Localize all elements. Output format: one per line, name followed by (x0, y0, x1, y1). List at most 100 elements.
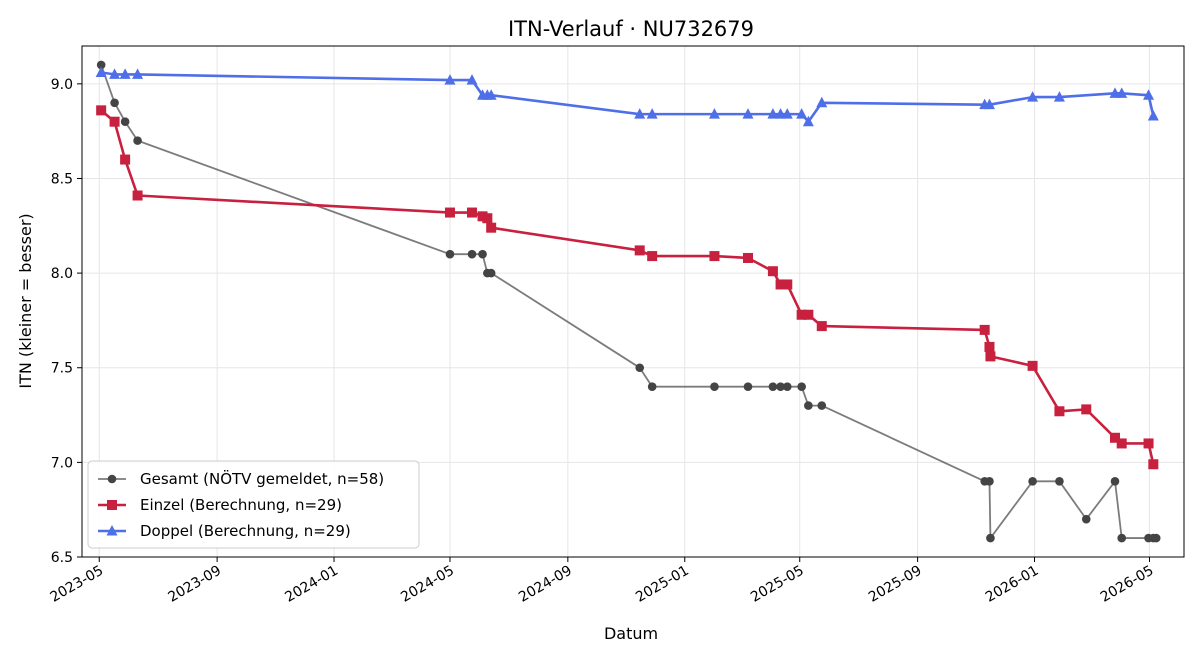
data-point (775, 279, 786, 290)
data-point (119, 68, 131, 79)
data-point (133, 136, 142, 145)
x-tick-label: 2025-05 (748, 563, 807, 606)
legend: Gesamt (NÖTV gemeldet, n=58) Einzel (Bere… (87, 460, 420, 549)
data-point (710, 382, 719, 391)
data-point (467, 249, 477, 259)
data-point (1027, 91, 1039, 102)
data-point (1053, 91, 1065, 102)
series-line (100, 109, 1155, 465)
data-point (979, 324, 990, 335)
data-point (782, 279, 793, 290)
data-point (984, 341, 995, 352)
data-point (106, 525, 118, 536)
data-point (486, 268, 496, 278)
data-point (96, 60, 106, 70)
legend-box (87, 460, 420, 549)
data-point (776, 382, 785, 391)
x-tick-label: 2024-05 (398, 563, 457, 606)
data-point (985, 351, 996, 362)
data-point (708, 108, 720, 119)
data-point (635, 363, 645, 373)
data-point (816, 321, 827, 332)
data-point (1028, 476, 1037, 486)
data-point (646, 108, 658, 119)
y-tick-label: 8.0 (51, 266, 73, 282)
data-point (96, 105, 107, 116)
data-point (983, 98, 995, 110)
y-tick-label: 8.5 (51, 171, 73, 187)
data-point (120, 154, 131, 165)
x-tick-label: 2026-01 (983, 563, 1042, 606)
data-point (107, 474, 117, 484)
data-point (647, 251, 658, 262)
plot-area (95, 60, 1161, 543)
y-tick-label: 7.0 (51, 455, 73, 471)
data-point (767, 108, 779, 119)
data-point (803, 309, 814, 320)
data-point (1116, 438, 1127, 449)
chart-title: ITN-Verlauf · NU732679 (508, 17, 754, 41)
data-point (485, 89, 497, 100)
legend-label: Doppel (Berechnung, n=29) (140, 522, 351, 540)
data-point (110, 98, 119, 108)
data-point (767, 266, 778, 277)
data-point (1143, 89, 1155, 100)
x-axis-label: Datum (604, 624, 658, 643)
x-tick-label: 2025-01 (633, 563, 692, 606)
data-point (1110, 432, 1121, 443)
data-point (804, 401, 813, 410)
data-point (647, 382, 657, 391)
y-axis-label: ITN (kleiner = besser) (16, 213, 35, 388)
data-point (797, 382, 806, 391)
x-tick-label: 2024-09 (516, 563, 575, 606)
data-point (1148, 459, 1159, 470)
data-point (985, 476, 994, 486)
data-point (986, 533, 995, 543)
data-point (1151, 533, 1161, 543)
series-2 (96, 105, 1159, 470)
y-tick-label: 9.0 (51, 77, 73, 93)
data-point (1054, 406, 1065, 417)
data-point (107, 500, 117, 510)
data-point (482, 213, 493, 224)
x-tick-label: 2026-05 (1098, 563, 1157, 606)
data-point (742, 252, 753, 263)
data-point (796, 108, 808, 119)
legend-label: Gesamt (NÖTV gemeldet, n=58) (140, 469, 384, 488)
data-point (444, 74, 456, 85)
data-point (743, 382, 753, 391)
data-point (796, 309, 807, 320)
data-point (1055, 476, 1064, 486)
data-point (782, 382, 792, 391)
data-point (132, 68, 144, 79)
data-point (467, 207, 478, 218)
data-point (478, 249, 487, 259)
data-point (1116, 87, 1128, 98)
data-point (132, 190, 143, 201)
data-point (816, 96, 828, 108)
series-1 (96, 60, 1161, 543)
x-tick-label: 2024-01 (282, 563, 341, 606)
data-point (781, 108, 793, 119)
series-line (100, 71, 1155, 123)
data-point (1143, 438, 1154, 449)
data-point (634, 245, 645, 256)
y-tick-label: 7.5 (51, 361, 73, 377)
data-point (109, 68, 121, 79)
data-point (444, 207, 455, 218)
data-point (445, 249, 455, 259)
data-point (1147, 110, 1159, 121)
data-point (742, 108, 754, 119)
data-point (120, 117, 130, 127)
data-point (1081, 404, 1092, 415)
data-point (1027, 360, 1038, 371)
data-point (486, 222, 497, 233)
y-tick-label: 6.5 (51, 550, 73, 566)
x-tick-label: 2025-09 (866, 563, 925, 606)
axes-frame (81, 45, 1185, 558)
data-point (109, 116, 120, 127)
x-tick-label: 2023-05 (48, 563, 107, 606)
data-point (768, 382, 778, 391)
